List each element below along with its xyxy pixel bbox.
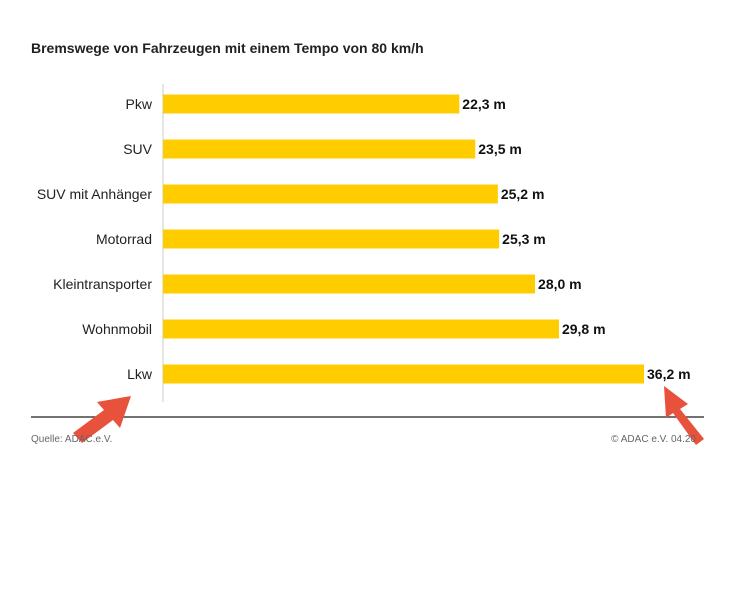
data-label: 25,3 m	[502, 231, 546, 247]
bar-0	[163, 94, 460, 114]
category-label: Pkw	[126, 96, 153, 112]
chart-title: Bremswege von Fahrzeugen mit einem Tempo…	[31, 40, 424, 56]
data-label: 22,3 m	[462, 96, 506, 112]
annotation-arrow-right-icon	[664, 386, 704, 445]
data-label: 29,8 m	[562, 321, 606, 337]
copyright-note: © ADAC e.V. 04.20	[611, 434, 696, 445]
category-label: Kleintransporter	[53, 276, 152, 292]
annotation-arrow-left-icon	[73, 396, 131, 443]
category-label: SUV	[123, 141, 152, 157]
bar-1	[163, 139, 476, 159]
category-label: Lkw	[127, 366, 153, 382]
data-label: 25,2 m	[501, 186, 545, 202]
data-label: 28,0 m	[538, 276, 582, 292]
source-note: Quelle: ADAC.e.V.	[31, 434, 113, 445]
data-label: 23,5 m	[478, 141, 522, 157]
category-label: Motorrad	[96, 231, 152, 247]
data-label: 36,2 m	[647, 366, 691, 382]
bar-4	[163, 274, 536, 294]
bar-2	[163, 184, 498, 204]
category-label: Wohnmobil	[82, 321, 152, 337]
category-label: SUV mit Anhänger	[37, 186, 153, 202]
bar-5	[163, 319, 559, 339]
bar-3	[163, 229, 500, 249]
bar-6	[163, 364, 644, 384]
